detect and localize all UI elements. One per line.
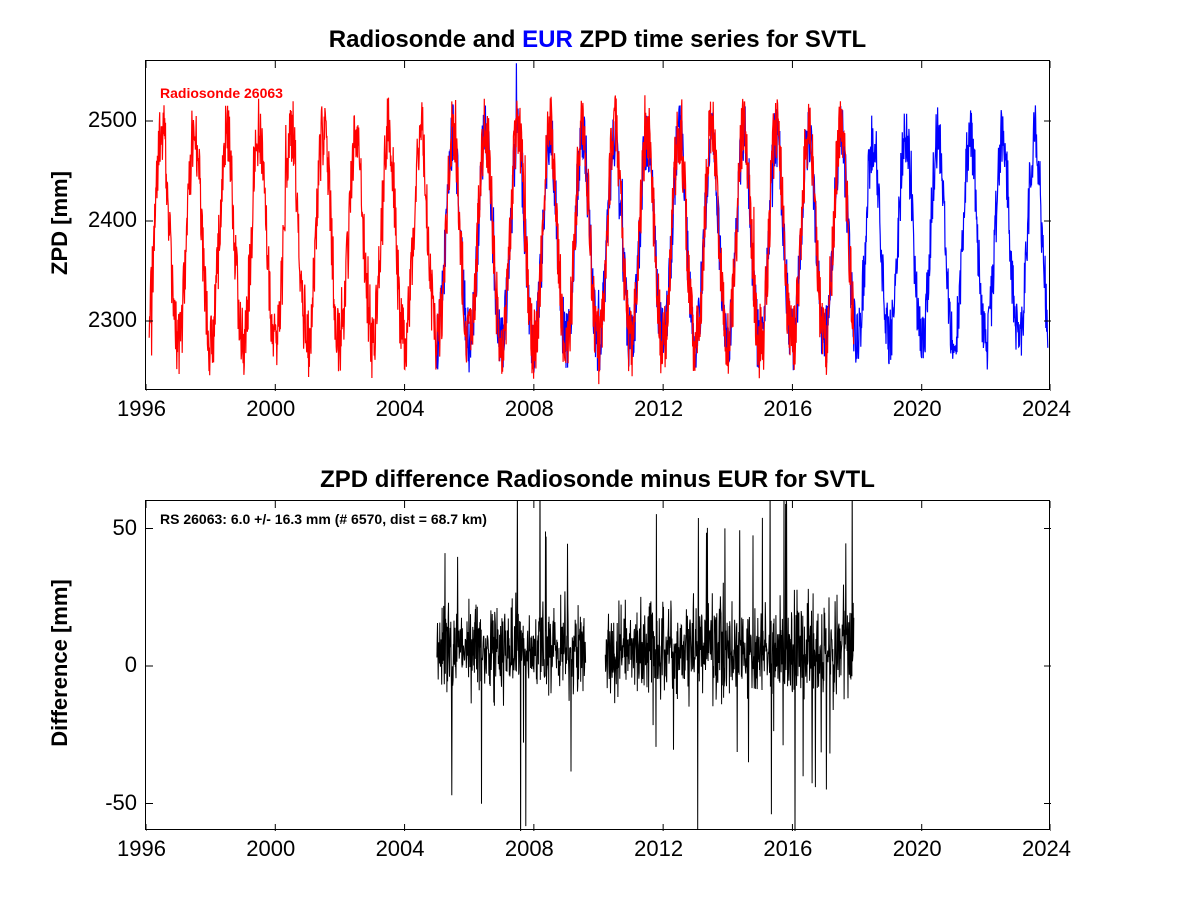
figure: Radiosonde and EUR ZPD time series for S… [0,0,1201,901]
xtick-label: 2000 [246,836,295,862]
ytick-label: 2400 [88,207,137,233]
xtick-label: 2000 [246,396,295,422]
xtick-label: 2024 [1022,396,1071,422]
series-diff [437,501,854,831]
xtick-label: 2012 [634,836,683,862]
chart1-annotation: Radiosonde 26063 [160,85,283,101]
chart1-title: Radiosonde and EUR ZPD time series for S… [145,26,1050,54]
xtick-label: 2012 [634,396,683,422]
chart2-axes: RS 26063: 6.0 +/- 16.3 mm (# 6570, dist … [145,500,1050,830]
xtick-label: 2008 [505,396,554,422]
xtick-label: 2004 [376,836,425,862]
chart1-title-suffix: ZPD time series for SVTL [573,26,866,53]
xtick-label: 2024 [1022,836,1071,862]
chart2-title: ZPD difference Radiosonde minus EUR for … [145,466,1050,494]
xtick-label: 2016 [763,836,812,862]
xtick-label: 2020 [893,396,942,422]
xtick-label: 1996 [117,396,166,422]
chart2-ylabel: Difference [mm] [47,573,73,753]
ytick-label: 2300 [88,307,137,333]
xtick-label: 2008 [505,836,554,862]
ytick-label: 50 [113,515,137,541]
chart1-svg [146,61,1051,391]
xtick-label: 1996 [117,836,166,862]
chart2-svg [146,501,1051,831]
xtick-label: 2016 [763,396,812,422]
chart1-title-prefix: Radiosonde and [329,26,522,53]
xtick-label: 2004 [376,396,425,422]
series-radiosonde [149,95,853,384]
xtick-label: 2020 [893,836,942,862]
ytick-label: -50 [105,790,137,816]
chart1-ylabel: ZPD [mm] [47,153,73,293]
chart1-title-highlight: EUR [522,26,573,53]
chart2-annotation: RS 26063: 6.0 +/- 16.3 mm (# 6570, dist … [160,511,487,527]
ytick-label: 2500 [88,107,137,133]
chart1-axes: Radiosonde 26063 [145,60,1050,390]
ytick-label: 0 [125,652,137,678]
